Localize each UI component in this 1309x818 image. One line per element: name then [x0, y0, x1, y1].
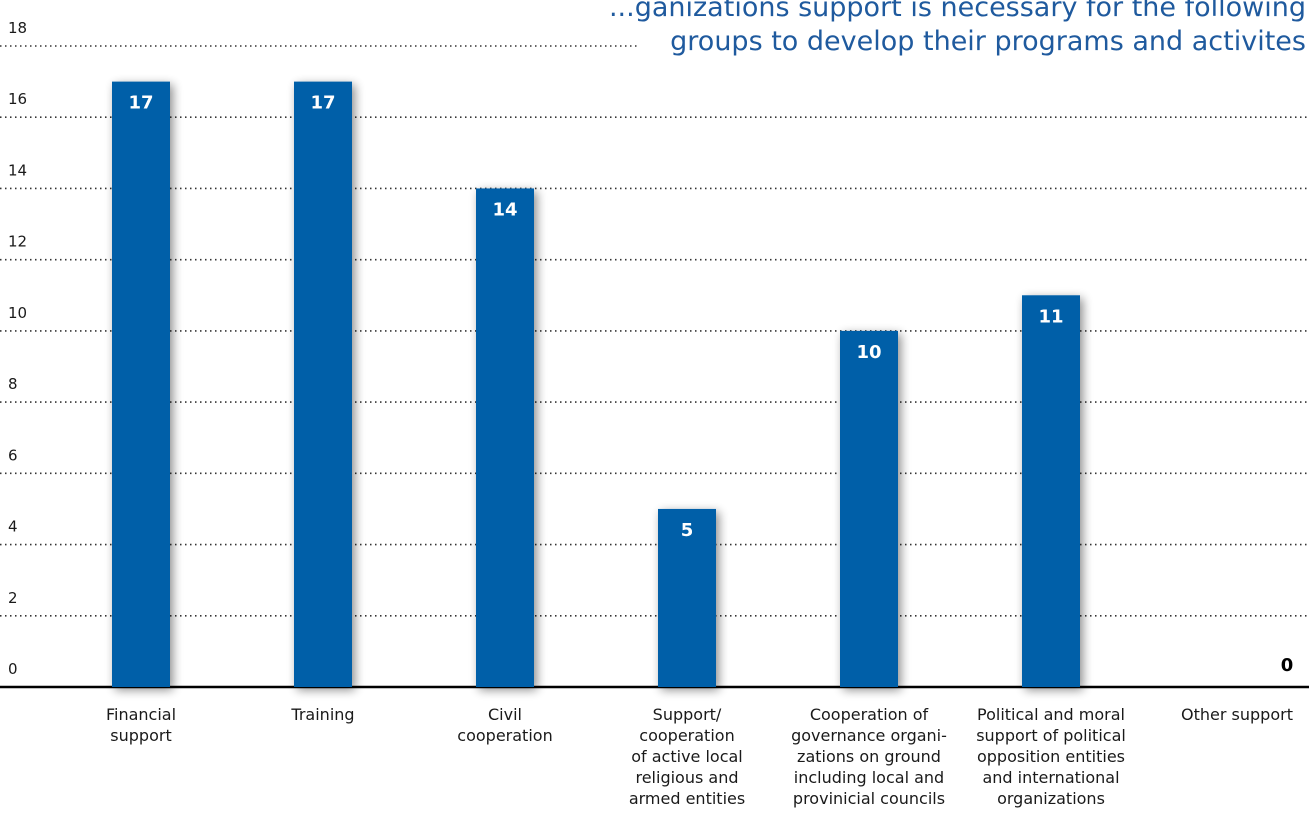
x-tick-label: religious and: [635, 768, 738, 787]
y-tick-label: 2: [8, 589, 18, 607]
y-tick-label: 10: [8, 304, 27, 322]
bar: [476, 188, 534, 687]
y-tick-label: 8: [8, 375, 18, 393]
y-tick-label: 16: [8, 90, 27, 108]
x-tick-label: provinicial councils: [793, 789, 945, 808]
chart-title-line-2: groups to develop their programs and act…: [670, 26, 1306, 57]
y-tick-label: 12: [8, 233, 27, 251]
x-tick-label: Financial: [106, 705, 176, 724]
bar-value-label: 11: [1038, 306, 1063, 327]
x-tick-label: of active local: [631, 747, 743, 766]
x-tick-label: Support/: [653, 705, 722, 724]
x-tick-label: Cooperation of: [810, 705, 929, 724]
bar: [294, 82, 352, 687]
x-tick-label: Civil: [488, 705, 522, 724]
x-tick-label: Training: [290, 705, 354, 724]
x-tick-label: Political and moral: [977, 705, 1125, 724]
x-tick-label: and international: [982, 768, 1119, 787]
chart-title-line-1: ...ganizations support is necessary for …: [609, 0, 1306, 23]
bar-value-label: 0: [1281, 655, 1294, 676]
bar-value-label: 10: [856, 342, 881, 363]
y-tick-label: 0: [8, 660, 18, 678]
bar-value-label: 14: [492, 199, 517, 220]
x-tick-label: support: [110, 726, 171, 745]
bar: [112, 82, 170, 687]
y-tick-label: 4: [8, 518, 18, 536]
y-tick-label: 6: [8, 446, 18, 464]
bar-value-label: 5: [681, 520, 694, 541]
bar-value-label: 17: [310, 93, 335, 114]
x-tick-label: including local and: [794, 768, 944, 787]
x-tick-label: opposition entities: [977, 747, 1125, 766]
bar: [840, 331, 898, 687]
x-tick-label: support of political: [976, 726, 1126, 745]
y-tick-label: 18: [8, 19, 27, 37]
x-tick-label: cooperation: [457, 726, 552, 745]
x-tick-label: armed entities: [629, 789, 745, 808]
x-tick-label: zations on ground: [797, 747, 941, 766]
x-tick-label: Other support: [1181, 705, 1293, 724]
bar-value-label: 17: [128, 93, 153, 114]
x-tick-label: cooperation: [639, 726, 734, 745]
x-tick-label: governance organi-: [791, 726, 947, 745]
bar: [1022, 295, 1080, 687]
y-tick-label: 14: [8, 161, 27, 179]
x-tick-label: organizations: [997, 789, 1105, 808]
